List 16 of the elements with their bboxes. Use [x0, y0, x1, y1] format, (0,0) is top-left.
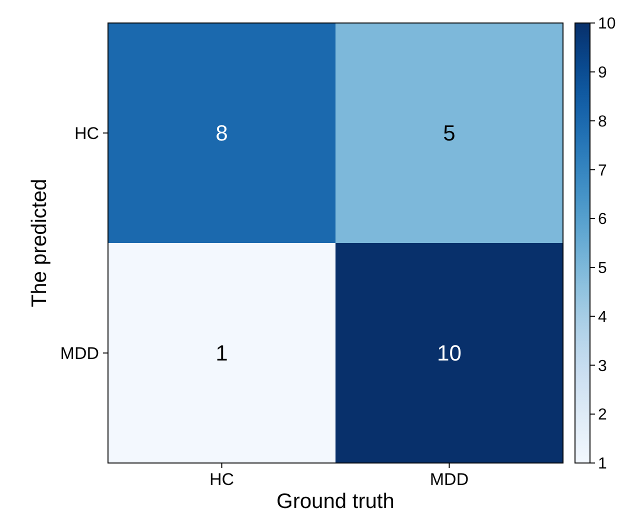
color-bar-label: 7 — [598, 162, 607, 180]
x-axis-title: Ground truth — [276, 490, 394, 513]
data-label: 10 — [437, 340, 462, 366]
data-label: 8 — [216, 120, 228, 146]
data-label: 5 — [443, 120, 456, 146]
y-axis-title: The predicted — [28, 178, 51, 308]
color-bar-label: 5 — [598, 260, 607, 278]
color-bar-label: 1 — [598, 456, 607, 473]
color-bar-label: 8 — [598, 113, 607, 130]
color-bar-label: 4 — [598, 308, 607, 326]
data-label: 1 — [216, 340, 228, 366]
color-bar-label: 9 — [598, 64, 607, 82]
color-bar-label: 10 — [598, 16, 616, 33]
color-bar-label: 6 — [598, 211, 607, 228]
color-bar-label: 3 — [598, 358, 607, 375]
color-bar-label: 2 — [598, 406, 607, 424]
